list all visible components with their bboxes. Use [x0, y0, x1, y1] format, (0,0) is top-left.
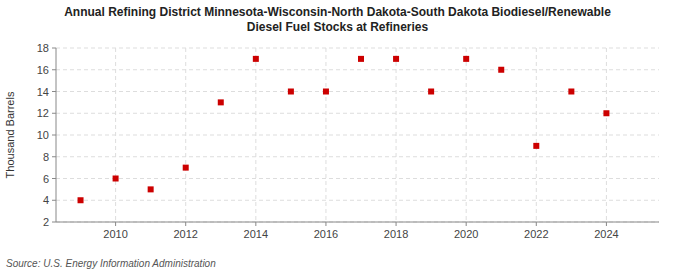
y-tick-label: 14: [37, 86, 49, 98]
x-tick-label: 2024: [594, 228, 618, 240]
chart-container: Annual Refining District Minnesota-Wisco…: [0, 0, 675, 275]
point: [113, 176, 119, 182]
point: [463, 56, 469, 62]
axes: 2010 2012 2014 2016 2018 2020 2022 2024 2 4 6 8 10 12…: [37, 42, 619, 240]
grid-line-x: [466, 48, 467, 222]
y-tick-label: 2: [43, 216, 49, 228]
point: [253, 56, 259, 62]
point: [393, 56, 399, 62]
grid-line-y: [56, 222, 659, 223]
point: [218, 99, 224, 105]
point: [603, 110, 609, 116]
y-tick-label: 10: [37, 129, 49, 141]
y-tick-label: 8: [43, 151, 49, 163]
x-tick-label: 2014: [244, 228, 268, 240]
points: [78, 56, 610, 203]
x-tick-label: 2012: [173, 228, 197, 240]
point: [498, 67, 504, 73]
y-tick: [52, 135, 56, 136]
grid-line-x: [536, 48, 537, 222]
x-tick: [115, 222, 116, 226]
y-tick: [52, 156, 56, 157]
x-tick-label: 2010: [103, 228, 127, 240]
x-tick: [536, 222, 537, 226]
y-tick: [52, 200, 56, 201]
y-axis-label: Thousand Barrels: [4, 91, 16, 178]
y-tick: [52, 222, 56, 223]
point: [148, 186, 154, 192]
y-tick: [52, 113, 56, 114]
grid-line-x: [115, 48, 116, 222]
y-tick: [52, 48, 56, 49]
point: [428, 89, 434, 95]
grid-line-x: [255, 48, 256, 222]
point: [183, 165, 189, 171]
point: [533, 143, 539, 149]
grid-line-y: [56, 200, 659, 201]
point: [288, 89, 294, 95]
x-tick: [396, 222, 397, 226]
y-tick: [52, 91, 56, 92]
point: [78, 197, 84, 203]
grid-line-x: [185, 48, 186, 222]
y-tick-label: 6: [43, 173, 49, 185]
y-tick-label: 16: [37, 64, 49, 76]
x-tick-label: 2018: [384, 228, 408, 240]
grid-line-y: [56, 69, 659, 70]
point: [568, 89, 574, 95]
grid-line-y: [56, 113, 659, 114]
source-note: Source: U.S. Energy Information Administ…: [6, 258, 216, 269]
grid-line-y: [56, 48, 659, 49]
grid: [56, 48, 659, 222]
y-tick-label: 18: [37, 42, 49, 54]
y-tick-label: 4: [43, 194, 49, 206]
x-tick: [466, 222, 467, 226]
grid-line-y: [56, 156, 659, 157]
point: [323, 89, 329, 95]
chart: Annual Refining District Minnesota-Wisco…: [0, 0, 675, 275]
y-tick: [52, 178, 56, 179]
grid-line-x: [325, 48, 326, 222]
grid-line-x: [396, 48, 397, 222]
point: [358, 56, 364, 62]
grid-line-x: [606, 48, 607, 222]
x-tick: [185, 222, 186, 226]
x-axis-line: [56, 222, 659, 223]
grid-line-y: [56, 178, 659, 179]
x-tick-label: 2022: [524, 228, 548, 240]
x-tick: [255, 222, 256, 226]
title: Annual Refining District Minnesota-Wisco…: [64, 5, 611, 34]
x-tick-label: 2020: [454, 228, 478, 240]
y-tick-label: 12: [37, 107, 49, 119]
y-tick: [52, 69, 56, 70]
x-tick: [325, 222, 326, 226]
grid-line-y: [56, 135, 659, 136]
x-tick-label: 2016: [314, 228, 338, 240]
x-tick: [606, 222, 607, 226]
